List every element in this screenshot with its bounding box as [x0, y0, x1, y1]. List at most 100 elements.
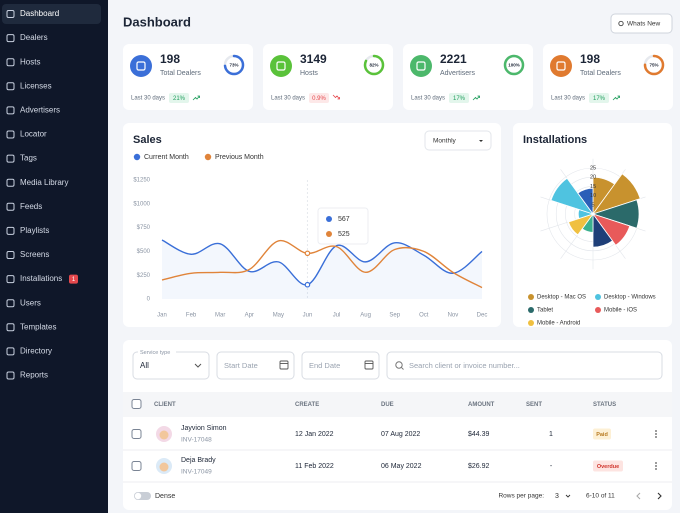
whats-new-button[interactable]: [610, 13, 673, 34]
column-header: CREATE: [295, 402, 319, 408]
nav-label: Media Library: [20, 178, 68, 187]
nav-item[interactable]: Reports: [6, 371, 48, 380]
nav-item[interactable]: Advertisers: [6, 106, 60, 115]
nav-icon: [6, 58, 15, 67]
nav-item[interactable]: Installations 1: [6, 274, 78, 284]
stat-value: 2221: [440, 52, 467, 66]
chart-title: Installations: [523, 134, 587, 146]
polar-wedge: [577, 187, 594, 216]
polar-wedge: [592, 212, 614, 248]
hover-point: [304, 250, 311, 257]
line: [161, 239, 483, 286]
change-badge: [309, 93, 329, 103]
date-input[interactable]: [301, 351, 380, 380]
calendar-icon: [279, 360, 289, 370]
legend-marker: [133, 153, 141, 161]
next-page[interactable]: [657, 492, 662, 500]
date-input[interactable]: [216, 351, 295, 380]
stat-card: [403, 44, 533, 110]
nav-item[interactable]: Dealers: [6, 33, 48, 42]
x-tick-label: Mar: [215, 313, 225, 319]
polar-wedge: [591, 173, 641, 215]
row-menu-dot: [655, 465, 657, 467]
r-tick-label: 5: [591, 202, 594, 208]
stat-value: 198: [160, 52, 180, 66]
nav-item[interactable]: Screens: [6, 250, 49, 259]
chart-title: Sales: [133, 134, 162, 146]
nav-item[interactable]: Templates: [6, 322, 56, 331]
stat-label: Hosts: [300, 70, 318, 77]
nav-item[interactable]: Users: [6, 298, 41, 307]
nav-item[interactable]: Tags: [6, 154, 37, 163]
nav-label: Feeds: [20, 202, 42, 211]
toggle-knob: [134, 492, 142, 500]
x-tick-label: Feb: [186, 313, 197, 319]
date-placeholder: End Date: [309, 361, 340, 370]
nav-item[interactable]: Licenses: [6, 81, 52, 90]
nav-item[interactable]: Playlists: [6, 226, 49, 235]
cell-create: 11 Feb 2022: [295, 463, 334, 470]
nav-item[interactable]: Directory: [6, 347, 52, 356]
x-tick-label: Sep: [389, 313, 400, 319]
y-tick-label: $750: [137, 225, 151, 231]
search-input[interactable]: [386, 351, 663, 380]
x-tick-label: Aug: [360, 313, 371, 319]
nav-item[interactable]: Media Library: [6, 178, 68, 187]
legend-marker: [528, 307, 534, 313]
legend-marker: [595, 307, 601, 313]
nav-label: Licenses: [20, 81, 52, 90]
status-label: Paid: [596, 432, 608, 438]
stat-label: Total Dealers: [160, 70, 201, 77]
nav-label: Dealers: [20, 33, 48, 42]
cell-amount: $26.92: [468, 463, 490, 470]
line-area: [162, 239, 482, 299]
stat-card: [543, 44, 673, 110]
client-name: Deja Brady: [181, 457, 216, 464]
nav-label: Locator: [20, 130, 47, 139]
nav-icon: [6, 371, 15, 380]
nav-item[interactable]: Hosts: [6, 57, 40, 67]
nav-icon: [6, 275, 15, 284]
tooltip-value: 567: [338, 216, 350, 223]
tooltip: [317, 207, 369, 245]
rows-caret: [565, 494, 571, 498]
progress-ring: [503, 54, 525, 76]
r-tick-label: 20: [590, 175, 596, 181]
row-checkbox[interactable]: [131, 461, 142, 471]
nav-item[interactable]: Dashboard: [2, 4, 101, 24]
x-tick-label: Jan: [157, 313, 167, 319]
page-title: Dashboard: [123, 14, 191, 29]
status-badge: [593, 428, 611, 440]
search-placeholder: Search client or invoice number...: [409, 361, 520, 370]
nav-item[interactable]: Locator: [6, 130, 47, 139]
whats-new-icon: [618, 20, 624, 27]
nav-icon: [6, 178, 15, 187]
stat-label: Advertisers: [440, 70, 476, 77]
row-checkbox[interactable]: [131, 429, 142, 439]
rows-per-page-label: Rows per page:: [498, 493, 544, 500]
stat-period: Last 30 days: [411, 96, 445, 102]
r-tick-label: 15: [590, 184, 596, 190]
y-tick-label: $500: [137, 249, 151, 255]
cell-due: 07 Aug 2022: [381, 431, 420, 438]
column-header: DUE: [381, 402, 394, 408]
trend-arrow: [472, 95, 480, 101]
tooltip-marker: [326, 216, 332, 222]
period-select[interactable]: [424, 130, 492, 151]
trend-arrow: [192, 95, 200, 101]
select-caret: [479, 140, 483, 142]
stat-icon: [550, 55, 572, 77]
legend-marker: [528, 294, 534, 300]
cell-amount: $44.39: [468, 431, 490, 438]
nav-item[interactable]: Feeds: [6, 202, 42, 211]
row-menu-dot: [655, 468, 657, 470]
polar-wedge: [567, 213, 595, 236]
x-tick-label: Jul: [333, 313, 341, 319]
search-icon-handle: [400, 366, 404, 370]
avatar-face: [159, 430, 169, 440]
prev-page[interactable]: [636, 492, 641, 500]
header-checkbox[interactable]: [131, 399, 142, 409]
table-card: [123, 340, 672, 510]
status-badge: [593, 460, 623, 472]
